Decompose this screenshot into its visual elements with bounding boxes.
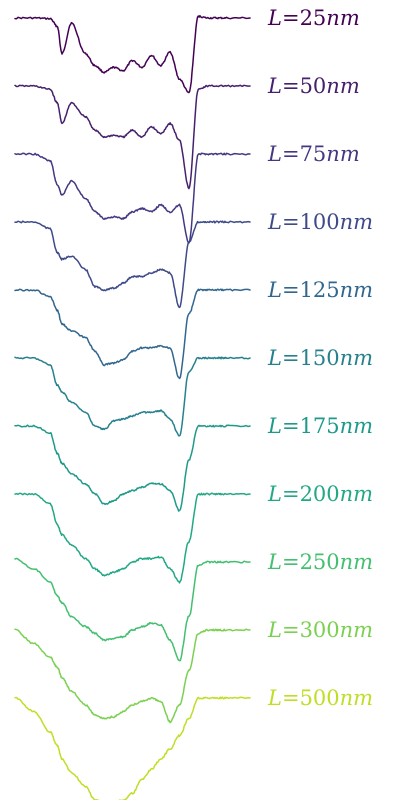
series-line-L25	[15, 16, 250, 93]
series-label-L175: L=175nm	[267, 414, 373, 438]
series-label-L250: L=250nm	[267, 550, 373, 574]
series-line-L500	[15, 697, 250, 800]
series-label-L125: L=125nm	[267, 278, 373, 302]
trace-group	[15, 16, 250, 800]
series-label-L100: L=100nm	[267, 210, 373, 234]
series-line-L200	[15, 493, 250, 583]
series-label-L200: L=200nm	[267, 482, 373, 506]
series-line-L150	[15, 357, 250, 436]
series-label-L25: L=25nm	[267, 6, 360, 30]
series-line-L175	[15, 425, 250, 511]
series-label-L75: L=75nm	[267, 142, 360, 166]
series-line-L50	[15, 85, 250, 188]
series-label-L50: L=50nm	[267, 74, 360, 98]
series-line-L250	[15, 558, 250, 660]
series-line-L300	[15, 629, 250, 722]
series-label-L150: L=150nm	[267, 346, 373, 370]
label-group: L=25nm L=50nm L=75nm L=100nm L=125nm L=150nm L…	[267, 6, 373, 710]
series-label-L300: L=300nm	[267, 618, 373, 642]
series-line-L100	[15, 221, 250, 307]
series-label-L500: L=500nm	[267, 686, 373, 710]
